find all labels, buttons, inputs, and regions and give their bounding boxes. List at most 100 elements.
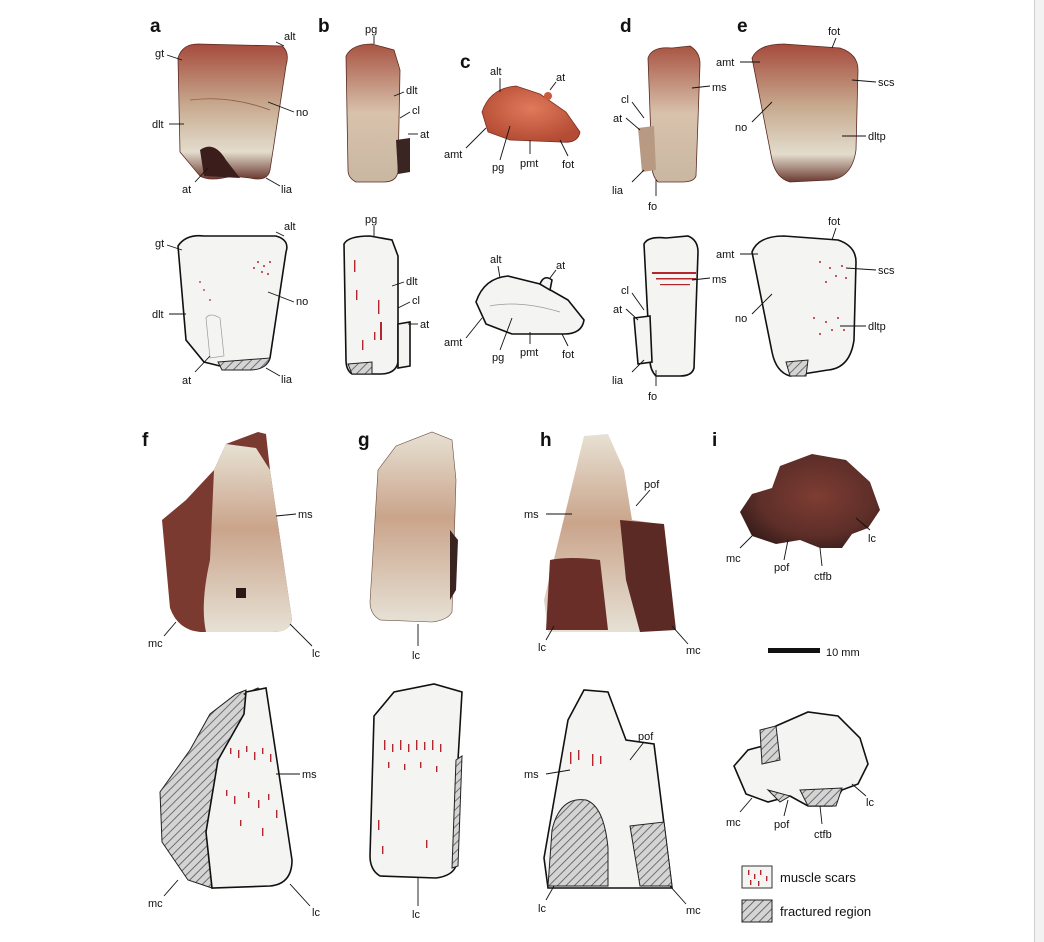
label-h-pof-drawing: pof xyxy=(638,731,654,743)
label-e-scs-drawing: scs xyxy=(878,265,895,277)
panel-letter-i: i xyxy=(712,430,717,451)
label-c-pmt-drawing: pmt xyxy=(520,347,538,359)
label-h-mc-drawing: mc xyxy=(686,905,701,917)
label-f-lc-drawing: lc xyxy=(312,907,320,919)
panel-letter-e: e xyxy=(737,16,748,37)
label-a-alt: alt xyxy=(284,31,296,43)
panel-i-drawing xyxy=(733,711,869,807)
label-a-dlt-drawing: dlt xyxy=(152,309,164,321)
panel-letter-a: a xyxy=(150,16,161,37)
panel-b-labels: pg dlt cl at pg dlt cl at xyxy=(365,24,429,331)
label-h-ms: ms xyxy=(524,509,539,521)
label-h-lc: lc xyxy=(538,642,546,654)
label-i-ctfb-drawing: ctfb xyxy=(814,829,832,841)
label-i-ctfb: ctfb xyxy=(814,571,832,583)
panel-d-photo xyxy=(638,45,701,183)
label-e-no-drawing: no xyxy=(735,313,747,325)
label-a-alt-drawing: alt xyxy=(284,221,296,233)
muscle-scars-f xyxy=(226,746,278,836)
label-h-mc: mc xyxy=(686,645,701,657)
panel-c: c alt at amt pg pmt fot alt at xyxy=(444,52,585,364)
label-h-ms-drawing: ms xyxy=(524,769,539,781)
label-d-ms: ms xyxy=(712,82,727,94)
muscle-scars-g xyxy=(378,740,442,854)
muscle-scars-a xyxy=(199,261,271,301)
label-d-cl: cl xyxy=(621,94,629,106)
panel-letter-h: h xyxy=(540,430,552,451)
panel-e-labels: fot amt scs no dltp fot amt scs no dltp xyxy=(716,26,895,333)
label-d-fo-drawing: fo xyxy=(648,391,657,403)
label-b-dlt-drawing: dlt xyxy=(406,276,418,288)
legend-swatch-fractured-region xyxy=(741,899,773,923)
panel-g-photo xyxy=(369,431,458,623)
panel-g-labels: lc lc xyxy=(412,624,420,921)
scale-bar: 10 mm xyxy=(768,647,860,659)
label-h-pof: pof xyxy=(644,479,660,491)
label-b-cl-drawing: cl xyxy=(412,295,420,307)
panel-h: h pof ms lc mc pof ms xyxy=(524,430,701,917)
panel-b-photo xyxy=(345,43,410,183)
label-b-cl: cl xyxy=(412,105,420,117)
muscle-scars-e xyxy=(813,261,847,335)
muscle-scars-b xyxy=(354,260,382,350)
panel-f-labels: ms mc lc ms mc lc xyxy=(148,509,320,919)
label-a-no: no xyxy=(296,107,308,119)
label-f-ms-drawing: ms xyxy=(302,769,317,781)
label-i-lc: lc xyxy=(868,533,876,545)
panel-f-drawing xyxy=(159,687,293,889)
label-c-pmt: pmt xyxy=(520,158,538,170)
panel-h-photo xyxy=(544,434,676,632)
label-c-at-drawing: at xyxy=(556,260,565,272)
panel-d-drawing xyxy=(633,235,699,377)
label-i-pof-drawing: pof xyxy=(774,819,790,831)
label-a-lia: lia xyxy=(281,184,293,196)
label-i-mc: mc xyxy=(726,553,741,565)
panel-b: b pg dlt cl at pg dlt xyxy=(318,16,429,375)
label-a-lia-drawing: lia xyxy=(281,374,293,386)
panel-letter-b: b xyxy=(318,16,330,37)
label-a-at: at xyxy=(182,184,191,196)
panel-e-photo xyxy=(751,43,859,183)
panel-c-drawing xyxy=(475,275,585,335)
scale-bar-label: 10 mm xyxy=(826,647,860,659)
panel-g: g lc lc xyxy=(358,430,463,921)
label-a-gt: gt xyxy=(155,48,164,60)
label-e-scs: scs xyxy=(878,77,895,89)
label-e-amt-drawing: amt xyxy=(716,249,734,261)
viewer-edge xyxy=(1034,0,1044,942)
label-e-fot: fot xyxy=(828,26,840,38)
label-e-fot-drawing: fot xyxy=(828,216,840,228)
panel-b-drawing xyxy=(343,235,411,375)
label-b-pg-drawing: pg xyxy=(365,214,377,226)
legend-label-fractured-region: fractured region xyxy=(780,904,871,919)
label-e-no: no xyxy=(735,122,747,134)
panel-e-drawing xyxy=(751,235,857,377)
label-c-pg-drawing: pg xyxy=(492,352,504,364)
panel-d-labels: ms cl at lia fo ms cl at lia fo xyxy=(612,82,727,403)
label-a-gt-drawing: gt xyxy=(155,238,164,250)
panel-letter-f: f xyxy=(142,430,149,451)
label-e-dltp-drawing: dltp xyxy=(868,321,886,333)
panel-g-drawing xyxy=(369,683,463,879)
panel-i: i lc mc pof ctfb lc mc pof ctfb xyxy=(712,430,880,841)
muscle-scars-d xyxy=(652,272,696,286)
label-a-no-drawing: no xyxy=(296,296,308,308)
scale-bar-line xyxy=(768,648,820,653)
panel-c-labels: alt at amt pg pmt fot alt at amt pg pmt … xyxy=(444,66,574,364)
label-b-pg: pg xyxy=(365,24,377,36)
label-f-mc-drawing: mc xyxy=(148,898,163,910)
label-g-lc: lc xyxy=(412,650,420,662)
muscle-scars-h xyxy=(570,750,602,766)
panel-a-drawing xyxy=(177,234,288,371)
label-d-ms-drawing: ms xyxy=(712,274,727,286)
label-c-fot-drawing: fot xyxy=(562,349,574,361)
label-a-at-drawing: at xyxy=(182,375,191,387)
label-g-lc-drawing: lc xyxy=(412,909,420,921)
panel-letter-g: g xyxy=(358,430,370,451)
panel-letter-c: c xyxy=(460,52,471,73)
panel-letter-d: d xyxy=(620,16,632,37)
panel-i-photo xyxy=(740,454,880,548)
label-c-pg: pg xyxy=(492,162,504,174)
legend-label-muscle-scars: muscle scars xyxy=(780,870,856,885)
